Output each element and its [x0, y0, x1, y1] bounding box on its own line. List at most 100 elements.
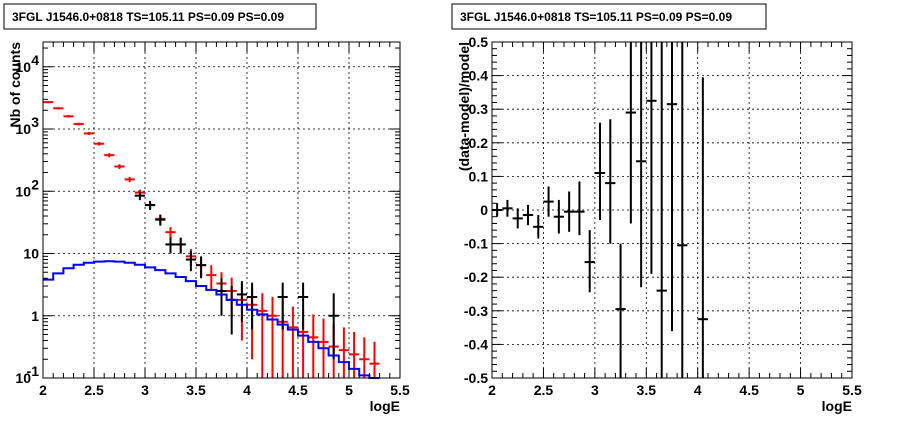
right-y-tick-label: 0.3 [469, 101, 489, 117]
right-series0-point [584, 230, 595, 293]
left-series0-point [257, 293, 268, 378]
left-y-tick-label: 10 [15, 183, 31, 199]
left-x-axis-label: logE [370, 398, 400, 414]
left-series1-point [145, 200, 156, 210]
right-series0-point [605, 119, 616, 244]
residuals-panel: 3FGL J1546.0+0818 TS=105.11 PS=0.09 PS=0… [451, 3, 862, 414]
left-y-tick-exponent: -1 [27, 363, 40, 379]
left-series0-point [287, 306, 298, 378]
left-series0-point [349, 331, 360, 378]
left-series0-point [308, 314, 319, 378]
right-y-tick-label: 0.4 [469, 68, 489, 84]
right-series0-point [697, 77, 708, 378]
right-y-axis-label: (data-model)/model [456, 42, 472, 171]
left-x-tick-label: 3 [141, 382, 149, 398]
right-y-tick-label: 0.2 [469, 135, 489, 151]
right-y-tick-label: -0.5 [464, 370, 488, 386]
left-series1-point [155, 214, 166, 226]
left-series1-point [277, 282, 288, 330]
left-x-tick-label: 5.5 [390, 382, 410, 398]
right-series0-point [666, 42, 678, 331]
right-x-axis-label: logE [822, 398, 852, 414]
left-series1-point [134, 191, 145, 201]
left-x-tick-label: 3.5 [186, 382, 206, 398]
left-series0-point [206, 265, 217, 291]
right-series0-point [594, 122, 606, 221]
right-axis-ticks: 2 2.5 3 3.5 4 4.5 5 5.5 -0.5 -0.4 -0.3 -0.2 -0.1 0 0.1… [464, 34, 862, 398]
left-series1-point [298, 282, 309, 330]
right-series0-point [677, 42, 688, 378]
right-y-tick-label: 0.5 [469, 34, 489, 50]
right-x-tick-label: 3.5 [637, 382, 657, 398]
left-y-tick-exponent: 2 [31, 176, 39, 192]
left-series0-point [114, 164, 125, 169]
left-y-tick-label: 10 [15, 59, 31, 75]
counts-spectrum-panel: 3FGL J1546.0+0818 TS=105.11 PS=0.09 PS=0… [3, 3, 410, 414]
right-x-tick-label: 4.5 [739, 382, 759, 398]
right-data-marks [492, 42, 708, 378]
left-series0-point [63, 114, 74, 118]
left-series1-point [196, 256, 207, 279]
left-series1-point [165, 237, 176, 254]
right-series0-point [512, 208, 523, 229]
left-series0-point [104, 153, 115, 158]
right-x-tick-label: 4 [694, 382, 702, 398]
right-series0-point [533, 215, 544, 239]
left-series0-point [165, 227, 176, 239]
left-series1-point [236, 281, 247, 322]
left-series0-point [73, 122, 84, 126]
left-series0-point [94, 141, 105, 146]
left-x-tick-label: 4.5 [288, 382, 308, 398]
right-series0-point [522, 204, 534, 226]
right-series0-point [543, 186, 554, 217]
left-y-tick-label: 10 [15, 121, 31, 137]
right-series0-point [553, 199, 564, 234]
left-model-step-line [43, 260, 380, 379]
left-series1-point [328, 293, 339, 360]
right-x-tick-label: 5.5 [842, 382, 862, 398]
left-data-marks [43, 101, 380, 379]
right-y-tick-label: 0.1 [469, 168, 489, 184]
right-y-tick-label: -0.1 [464, 236, 488, 252]
right-series0-point [646, 42, 657, 274]
right-series0-point [574, 181, 585, 236]
left-title-box [3, 3, 317, 30]
left-series0-point [53, 107, 64, 110]
right-chart-title: 3FGL J1546.0+0818 TS=105.11 PS=0.09 PS=0… [460, 10, 732, 24]
right-series0-point [615, 243, 626, 378]
right-y-tick-label: -0.2 [464, 269, 488, 285]
left-series0-point [338, 327, 349, 378]
left-series1-point [175, 237, 186, 254]
left-y-tick-label: 10 [23, 246, 39, 262]
left-y-tick-label: 10 [15, 370, 31, 386]
left-y-tick-exponent: 4 [31, 52, 39, 68]
left-x-tick-label: 2.5 [84, 382, 104, 398]
left-y-axis-label: Nb of counts [7, 42, 23, 128]
right-series0-point [625, 42, 636, 224]
left-series0-point [43, 101, 54, 104]
right-series0-point [564, 191, 575, 232]
left-series0-point [267, 297, 278, 378]
left-chart-title: 3FGL J1546.0+0818 TS=105.11 PS=0.09 PS=0… [12, 10, 284, 24]
right-x-tick-label: 2 [488, 382, 496, 398]
left-series0-point [124, 176, 135, 183]
left-plot-frame [42, 41, 401, 379]
left-series0-point [359, 337, 370, 378]
left-y-tick-label: 1 [31, 308, 39, 324]
left-x-tick-label: 5 [345, 382, 353, 398]
left-series1-point [216, 278, 227, 316]
right-x-tick-label: 5 [797, 382, 805, 398]
left-series0-point [369, 341, 380, 378]
right-series0-point [656, 42, 667, 378]
left-x-tick-label: 4 [243, 382, 251, 398]
left-gridlines [43, 42, 400, 378]
left-x-tick-label: 2 [39, 382, 47, 398]
left-series0-point [83, 131, 94, 136]
right-x-tick-label: 2.5 [534, 382, 554, 398]
left-series1-point [247, 282, 258, 330]
right-series0-point [636, 42, 647, 288]
left-y-tick-exponent: 3 [31, 114, 39, 130]
right-y-tick-label: -0.4 [464, 336, 488, 352]
